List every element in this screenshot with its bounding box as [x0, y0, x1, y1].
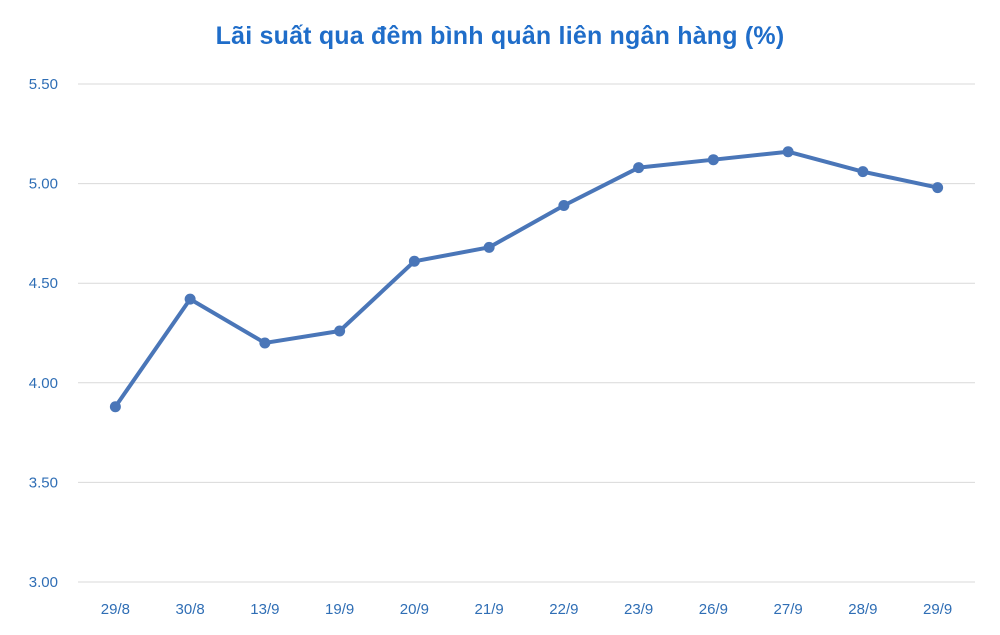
data-point	[184, 293, 196, 305]
y-tick-label: 3.50	[29, 474, 58, 491]
y-tick-label: 4.50	[29, 275, 58, 292]
data-point	[857, 166, 869, 178]
x-tick-label: 19/9	[325, 601, 354, 618]
x-tick-label: 28/9	[848, 601, 877, 618]
x-tick-label: 26/9	[699, 601, 728, 618]
x-tick-label: 20/9	[400, 601, 429, 618]
y-tick-label: 4.00	[29, 375, 58, 392]
y-tick-label: 3.00	[29, 574, 58, 591]
x-axis-ticks: 29/8 30/8 13/9 19/9 20/9 21/9 22/9 23/9 26/9 27/9…	[101, 601, 952, 618]
x-tick-label: 27/9	[774, 601, 803, 618]
x-tick-label: 13/9	[250, 601, 279, 618]
x-tick-label: 21/9	[475, 601, 504, 618]
y-tick-label: 5.50	[29, 76, 58, 93]
x-tick-label: 30/8	[176, 601, 205, 618]
data-point	[408, 255, 420, 267]
chart-title: Lãi suất qua đêm bình quân liên ngân hàn…	[215, 22, 785, 50]
data-point	[932, 182, 944, 194]
x-tick-label: 22/9	[549, 601, 578, 618]
gridlines	[78, 83, 975, 583]
data-point	[707, 154, 719, 166]
data-point	[259, 337, 271, 349]
y-tick-label: 5.00	[29, 176, 58, 193]
series-layer	[109, 146, 944, 413]
data-point	[633, 162, 645, 174]
series-line	[113, 149, 940, 409]
x-tick-label: 29/9	[923, 601, 952, 618]
data-point	[483, 241, 495, 253]
data-point	[334, 325, 346, 337]
data-point	[558, 200, 570, 212]
x-tick-label: 29/8	[101, 601, 130, 618]
data-point	[109, 401, 121, 413]
x-tick-label: 23/9	[624, 601, 653, 618]
y-axis-ticks: 3.00 3.50 4.00 4.50 5.00 5.50	[29, 76, 58, 591]
data-point	[782, 146, 794, 158]
